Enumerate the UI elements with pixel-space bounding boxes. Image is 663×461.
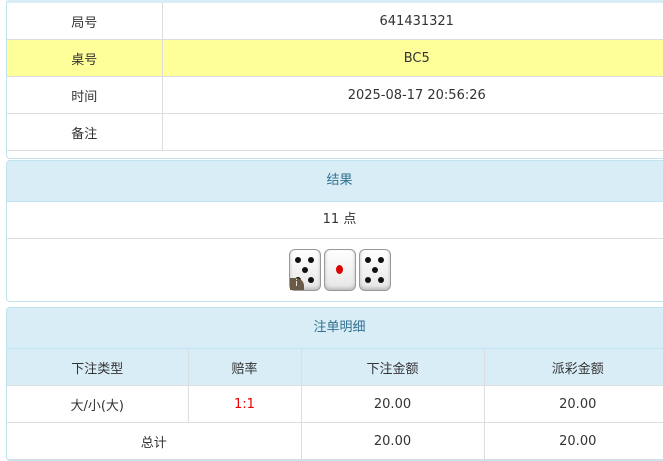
- row-remark: 备注: [7, 113, 663, 151]
- die-pip: [371, 266, 378, 273]
- die-pip: [364, 256, 371, 263]
- die-pip: [364, 276, 371, 283]
- result-title: 结果: [7, 161, 663, 202]
- label: 时间: [7, 76, 163, 114]
- bets-table: 下注类型 赔率 下注金额 派彩金额 大/小(大) 1:1 20.00 20.00…: [7, 349, 663, 460]
- remark: [161, 113, 663, 151]
- dice-row: i: [7, 239, 663, 300]
- row-time: 时间 2025-08-17 20:56:26: [7, 76, 663, 114]
- header-row: 下注类型 赔率 下注金额 派彩金额: [7, 349, 663, 386]
- table-id: BC5: [161, 39, 663, 77]
- die-pip: [308, 256, 315, 263]
- die-pip: [378, 276, 385, 283]
- info-icon[interactable]: i: [289, 277, 304, 290]
- col-bet-type: 下注类型: [7, 349, 189, 386]
- col-amount: 下注金额: [300, 349, 485, 386]
- die-pip: [308, 276, 315, 283]
- row-table-id: 桌号 BC5: [7, 39, 663, 77]
- info-panel: 局号 641431321 桌号 BC5 时间 2025-08-17 20:56:26 …: [6, 0, 663, 159]
- row-round-id: 局号 641431321: [7, 3, 663, 40]
- payout: 20.00: [483, 385, 663, 423]
- label: 备注: [7, 113, 163, 151]
- bets-title: 注单明细: [7, 308, 663, 349]
- round-id: 641431321: [161, 3, 663, 40]
- die-5: [358, 248, 391, 291]
- die-pip: [336, 265, 343, 274]
- die-5: i: [288, 248, 321, 291]
- col-odds: 赔率: [187, 349, 302, 386]
- total-amount: 20.00: [300, 422, 485, 460]
- info-table: 局号 641431321 桌号 BC5 时间 2025-08-17 20:56:26 …: [7, 3, 663, 151]
- total-row: 总计 20.00 20.00: [7, 422, 663, 460]
- die-pip: [294, 256, 301, 263]
- col-payout: 派彩金额: [483, 349, 663, 386]
- time: 2025-08-17 20:56:26: [161, 76, 663, 114]
- total-label: 总计: [7, 422, 302, 460]
- result-panel: 结果 11 点 i: [6, 160, 663, 302]
- die-1: [323, 248, 356, 291]
- die-pip: [301, 266, 308, 273]
- die-pip: [378, 256, 385, 263]
- amount: 20.00: [300, 385, 485, 423]
- result-points: 11 点: [7, 202, 663, 239]
- table-row: 大/小(大) 1:1 20.00 20.00: [7, 385, 663, 423]
- bet-type: 大/小(大): [7, 385, 189, 423]
- bets-panel: 注单明细 下注类型 赔率 下注金额 派彩金额 大/小(大) 1:1 20.00 …: [6, 307, 663, 461]
- label: 桌号: [7, 39, 163, 77]
- total-payout: 20.00: [483, 422, 663, 460]
- label: 局号: [7, 3, 163, 40]
- odds: 1:1: [187, 385, 302, 423]
